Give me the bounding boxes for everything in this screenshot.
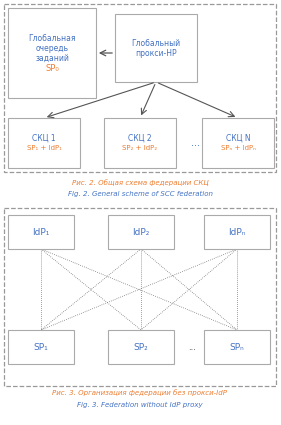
Bar xyxy=(8,215,74,249)
Text: СКЦ 1: СКЦ 1 xyxy=(32,133,56,142)
Text: SPₙ: SPₙ xyxy=(230,343,244,351)
Text: ...: ... xyxy=(191,138,200,148)
Text: Fig. 3. Federation without IdP proxy: Fig. 3. Federation without IdP proxy xyxy=(77,402,203,408)
Text: IdP₂: IdP₂ xyxy=(132,227,150,236)
Text: Глобальный: Глобальный xyxy=(132,39,181,48)
Bar xyxy=(204,215,270,249)
Text: ...: ... xyxy=(188,343,196,351)
Text: Fig. 2. General scheme of SCC federation: Fig. 2. General scheme of SCC federation xyxy=(67,191,212,197)
Bar xyxy=(115,14,197,82)
Text: SP₁: SP₁ xyxy=(34,343,48,351)
Text: SP₂ + IdP₂: SP₂ + IdP₂ xyxy=(123,145,158,151)
Text: Рис. 2. Общая схема федерации СКЦ: Рис. 2. Общая схема федерации СКЦ xyxy=(72,179,209,187)
Text: СКЦ N: СКЦ N xyxy=(226,133,250,142)
Bar xyxy=(8,118,80,168)
Bar xyxy=(104,118,176,168)
Text: прокси-HP: прокси-HP xyxy=(135,48,177,57)
Bar xyxy=(108,330,174,364)
Text: IdPₙ: IdPₙ xyxy=(228,227,246,236)
Text: Глобальная: Глобальная xyxy=(28,34,76,43)
Bar xyxy=(108,215,174,249)
Text: SP₀: SP₀ xyxy=(45,63,59,73)
Bar xyxy=(202,118,274,168)
Bar xyxy=(4,208,276,386)
Bar xyxy=(8,8,96,98)
Text: SP₁ + IdP₁: SP₁ + IdP₁ xyxy=(27,145,62,151)
Bar xyxy=(204,330,270,364)
Text: заданий: заданий xyxy=(35,54,69,62)
Text: SPₙ + IdPₙ: SPₙ + IdPₙ xyxy=(221,145,255,151)
Text: SP₂: SP₂ xyxy=(134,343,148,351)
Text: очередь: очередь xyxy=(35,43,69,53)
Text: Рис. 3. Организация федерации без прокси-IdP: Рис. 3. Организация федерации без прокси… xyxy=(53,390,228,397)
Bar xyxy=(8,330,74,364)
Text: IdP₁: IdP₁ xyxy=(32,227,50,236)
Text: СКЦ 2: СКЦ 2 xyxy=(128,133,152,142)
Bar xyxy=(4,4,276,172)
